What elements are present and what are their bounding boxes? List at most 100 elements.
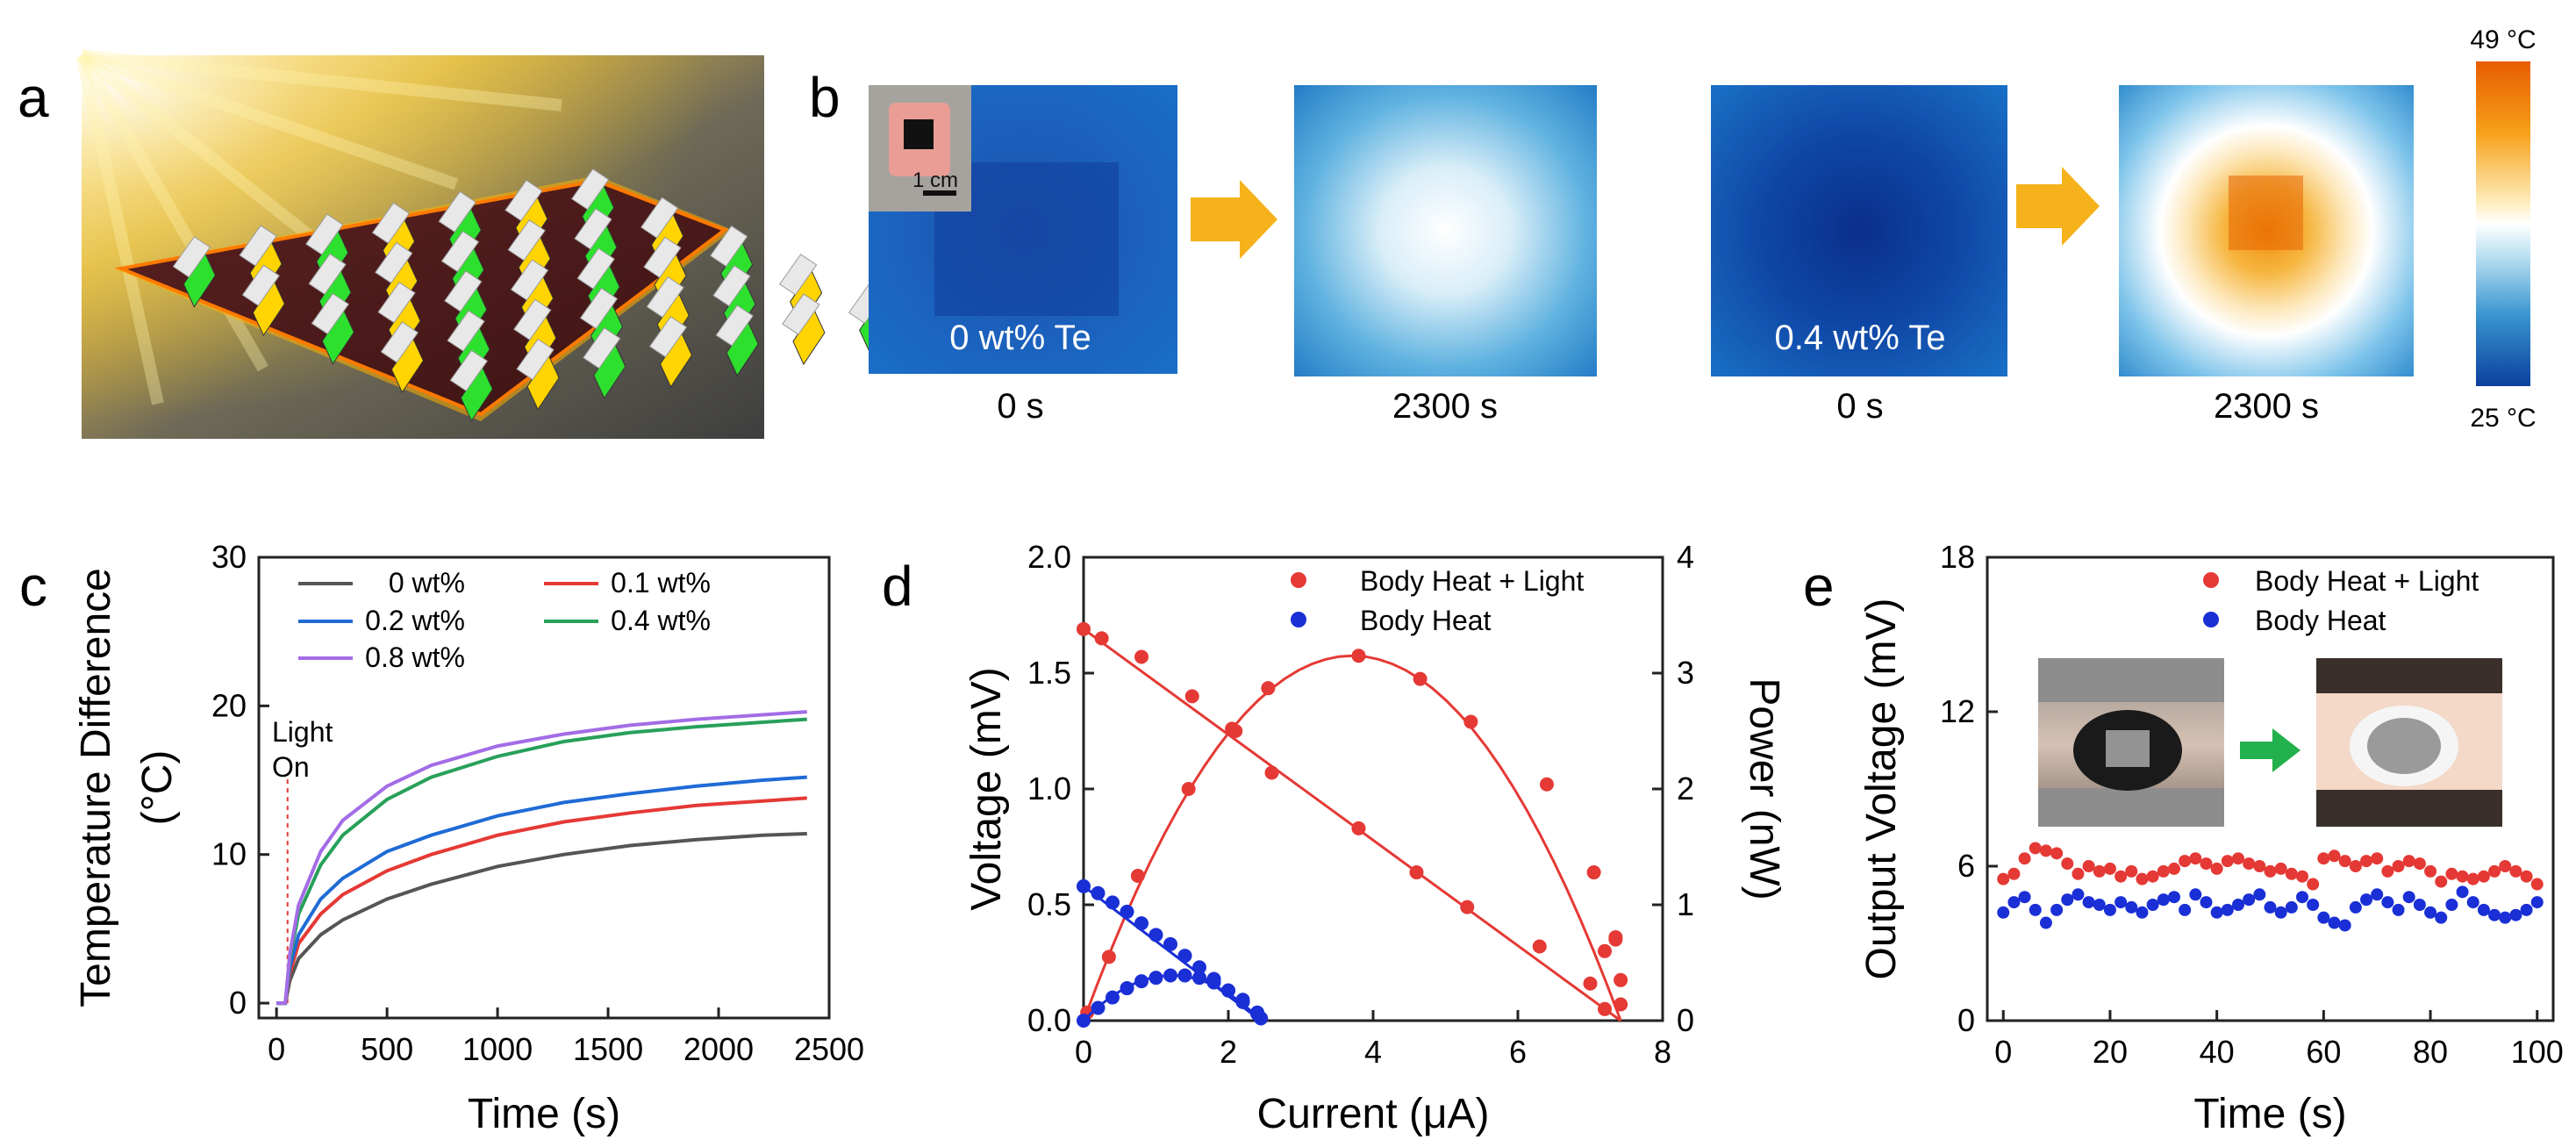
data-point [2456,885,2469,899]
y-tick-label: 12 [1940,693,1975,729]
leg-connector [380,321,419,363]
y-tick-label: 1.0 [1027,771,1071,806]
power-point [1221,983,1235,998]
legend-label: 0.4 wt% [611,605,711,636]
data-point [2093,899,2106,911]
leg-connector [440,230,480,273]
data-point [2050,847,2064,860]
data-point [2264,900,2277,914]
voltage-point [1460,900,1475,914]
chart-d: 0 2 4 6 8 0.0 0.5 1.0 1.5 2.0 0 1 2 3 4 Current (μA) Vol… [963,539,1787,1137]
data-point [2317,852,2330,865]
data-point [2018,891,2031,904]
legend-label: Body Heat + Light [2255,565,2479,597]
y-right-tick-label: 4 [1677,539,1694,575]
inset-scale-label: 1 cm [912,168,958,192]
y-axis-unit: (°C) [134,750,181,826]
data-point [2466,872,2479,885]
data-point [2210,862,2223,875]
leg-connector [377,282,416,324]
data-point [2488,908,2501,921]
leg-connector [583,326,621,369]
data-point [2061,893,2074,907]
inset-photo: 1 cm [869,85,971,211]
voltage-point [1148,928,1163,943]
y-tick-label: 18 [1940,539,1975,575]
power-point [1614,972,1628,987]
data-point [2456,870,2469,883]
leg-connector [504,179,543,222]
voltage-point [1134,649,1148,664]
voltage-point [1184,689,1199,704]
ir-image-2-caption: 2300 s [1392,387,1498,426]
leg-connector [648,316,688,358]
chart-e: 0 20 40 60 80 100 0 6 12 18 Time (s) Output Voltage… [1858,539,2564,1137]
power-point [1192,971,1206,986]
legend-marker [1291,572,1306,588]
data-point [2082,896,2095,909]
plot-frame [257,556,831,1020]
data-point [2179,855,2192,868]
power-point [1351,649,1366,663]
data-point [2264,864,2277,878]
panel-e: e 0 20 40 60 80 100 0 6 12 18 Time (s) Output Volta… [1803,539,2564,1137]
x-tick-label: 2 [1220,1034,1237,1070]
leg-connector [447,310,485,352]
data-point [2520,903,2533,916]
leg-connector [371,202,411,244]
data-point [2146,899,2159,911]
data-point [2114,896,2128,909]
data-point [2285,867,2298,880]
data-point [2179,903,2192,916]
legend-label: 0.1 wt% [611,567,711,599]
colorbar-min-label: 25 °C [2470,404,2536,433]
y-tick-label: 0 [1957,1002,1975,1038]
inset-photo-before [2038,658,2224,827]
data-point [2200,896,2213,909]
data-point [2285,900,2298,914]
data-point [2039,844,2052,857]
data-point [2530,878,2544,891]
data-point [2349,900,2362,914]
panel-a: a [18,49,892,439]
data-point [2338,919,2351,932]
leg-connector [239,225,277,267]
panel-label-c: c [19,555,47,618]
data-point [2221,903,2234,916]
leg-connector [449,349,489,392]
panel-label-b: b [809,66,841,129]
data-point [2231,899,2244,911]
y-tick-label: 20 [211,687,247,723]
data-point [2072,867,2085,880]
data-point [2296,870,2309,883]
voltage-point [1134,916,1148,931]
ir-image-3 [1711,85,2007,376]
data-point [2136,906,2149,919]
voltage-fit-line [1083,627,1622,1022]
x-tick-label: 2500 [794,1031,864,1067]
panel-label-a: a [18,66,49,129]
inset-photo-after [2316,658,2502,827]
leg-connector [782,293,820,335]
power-point [1586,865,1601,880]
panel-label-e: e [1803,555,1835,618]
data-point [2050,903,2064,916]
data-point [2210,906,2223,919]
data-point [2200,857,2213,871]
leg-connector [308,253,347,296]
legend-label: 0.2 wt% [365,605,465,636]
voltage-point [1192,960,1206,975]
leg-connector [507,219,546,262]
leg-connector [241,264,281,306]
power-point [1106,990,1120,1005]
chart-c: 0 500 1000 1500 2000 2500 0 10 20 30 Time (s) Tempe… [73,539,864,1137]
data-point [2328,849,2341,863]
data-point [2253,860,2266,872]
series-line [276,717,807,1006]
data-point [2136,872,2149,885]
leg-connector [574,208,612,250]
legend-marker [1291,612,1306,627]
data-point [2221,855,2234,868]
data-point [2413,899,2426,911]
